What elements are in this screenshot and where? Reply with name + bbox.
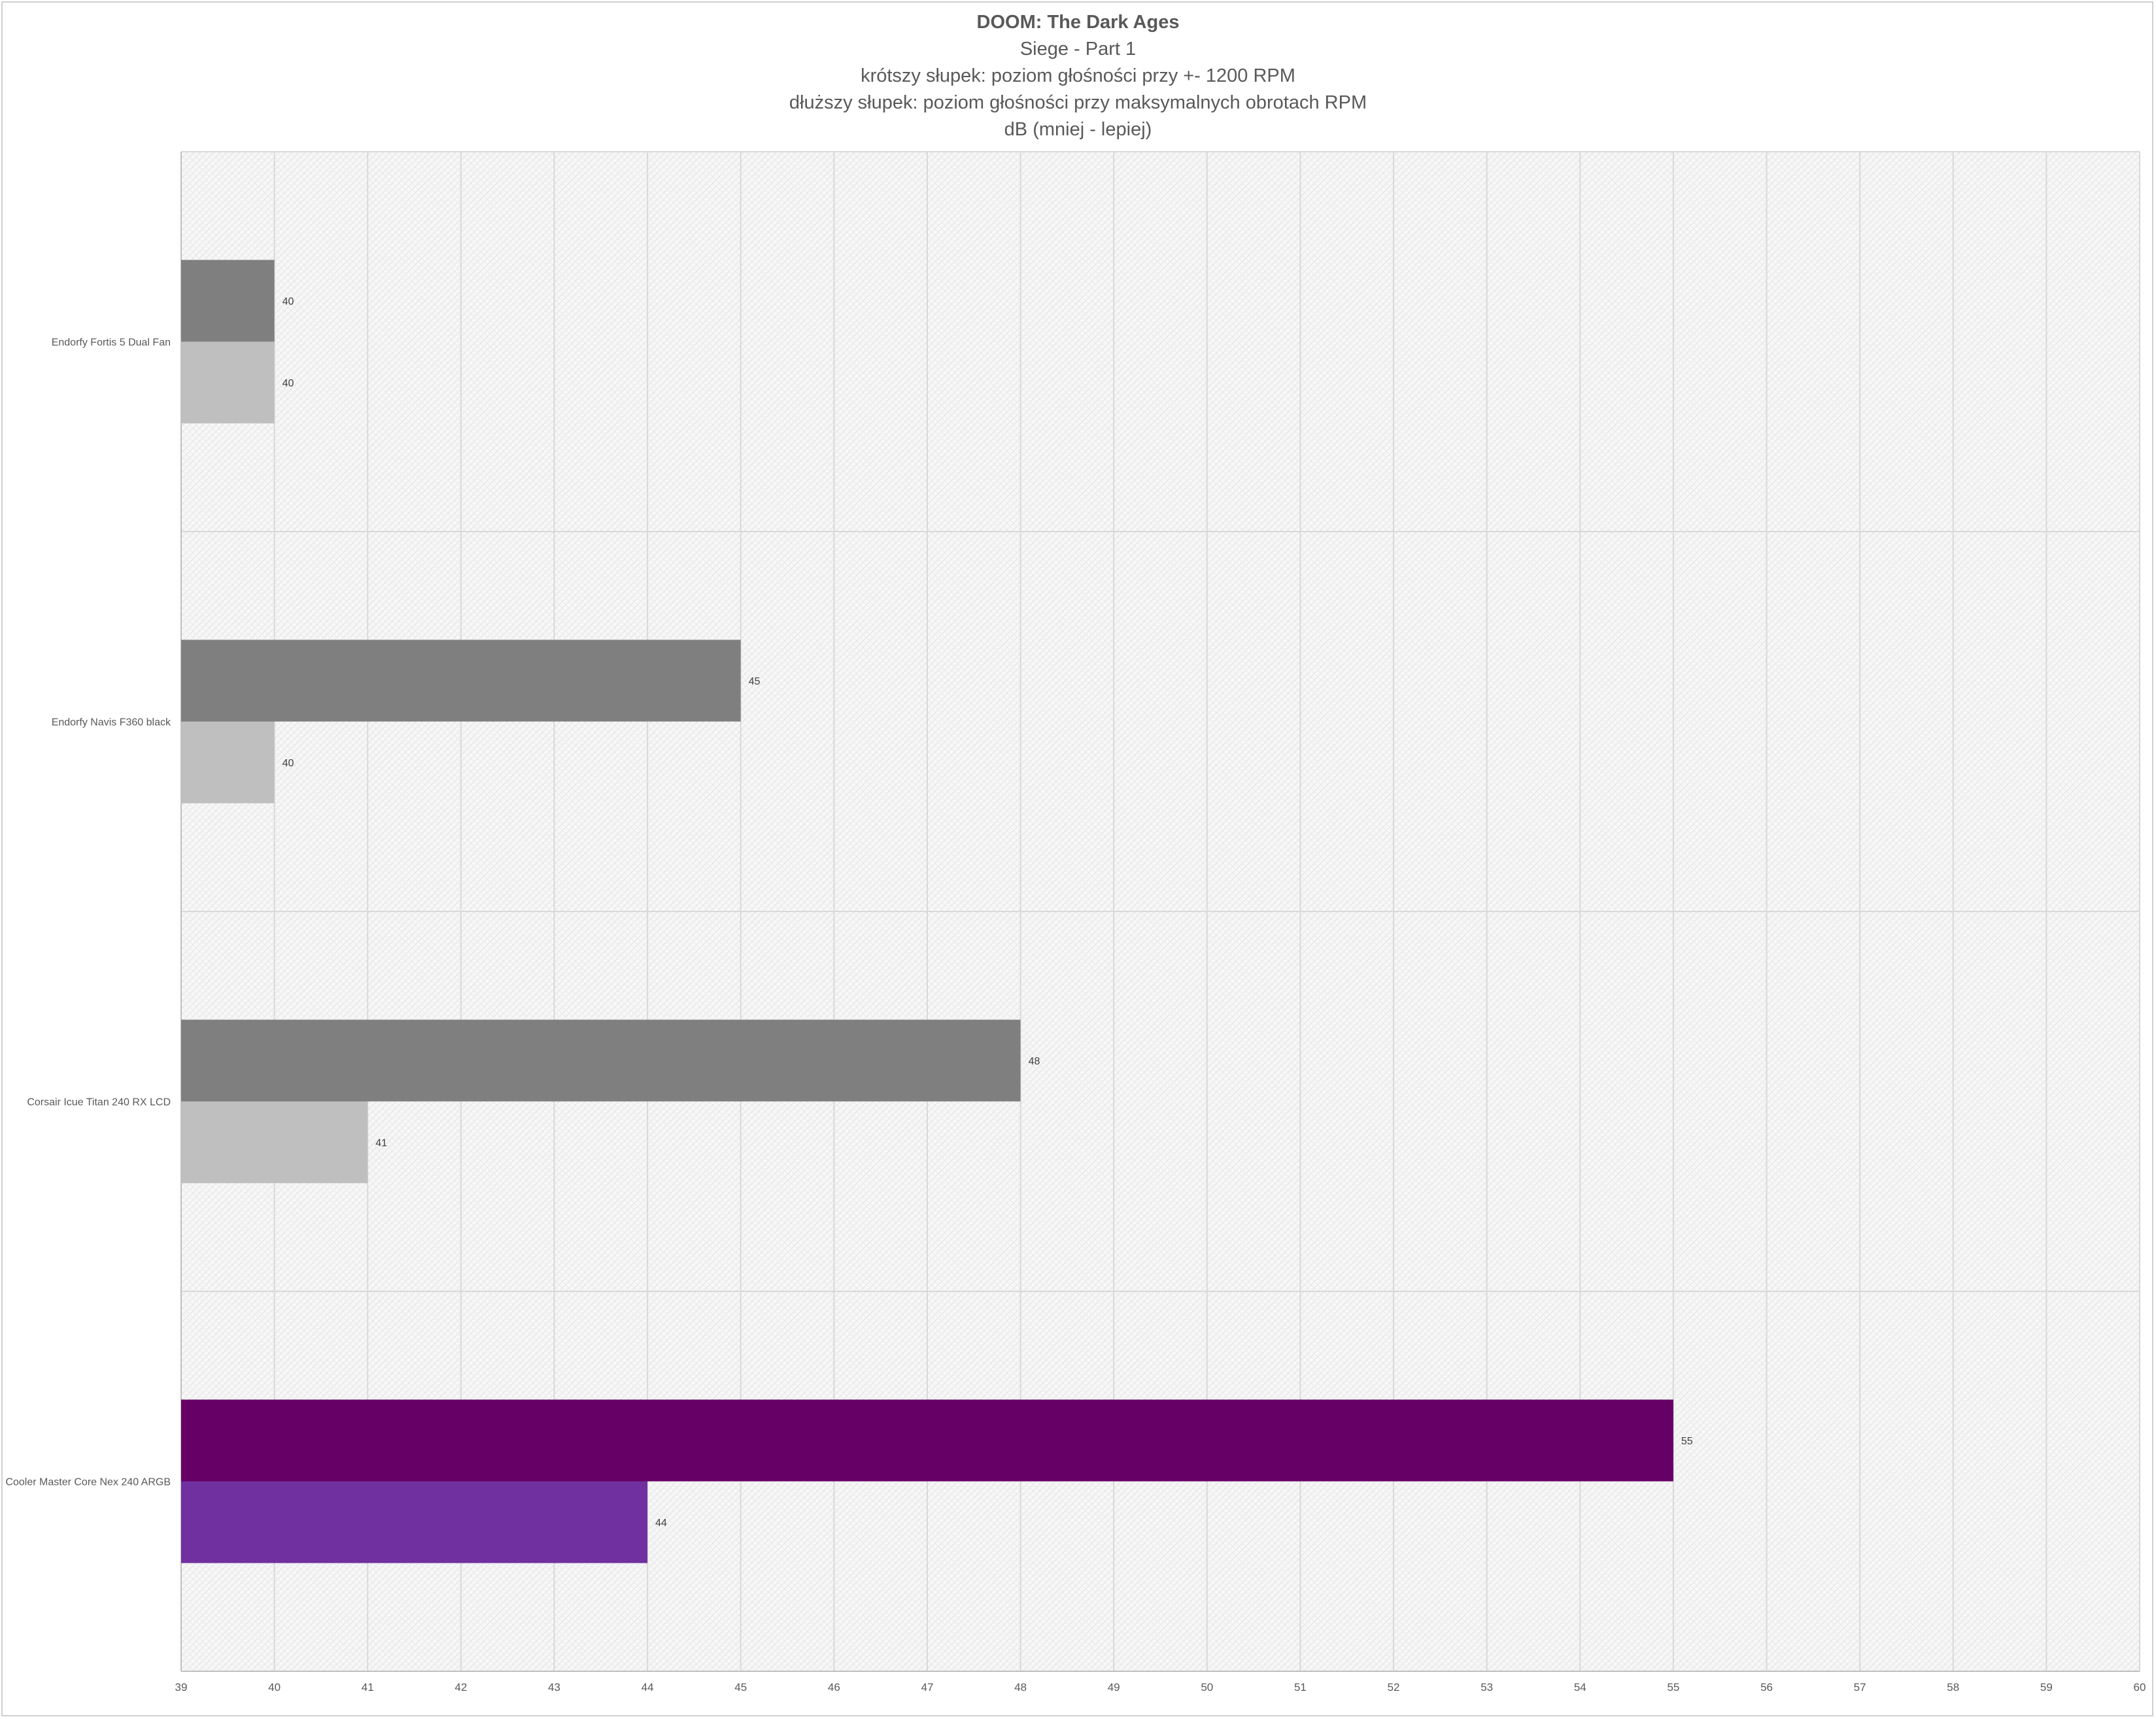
x-tick-label: 48 — [1014, 1681, 1027, 1693]
x-tick-label: 39 — [175, 1681, 188, 1693]
bar-max-rpm — [181, 260, 275, 342]
x-tick-label: 46 — [828, 1681, 840, 1693]
bar-data-label: 44 — [655, 1518, 667, 1529]
chart-subtitle-3: dłuższy słupek: poziom głośności przy ma… — [789, 92, 1367, 113]
chart-subtitle-2: krótszy słupek: poziom głośności przy +-… — [861, 65, 1295, 86]
bar-data-label: 41 — [375, 1138, 387, 1149]
grid-layer — [180, 151, 2140, 1672]
chart-subtitle-4: dB (mniej - lepiej) — [1004, 119, 1152, 140]
bar-data-label: 40 — [282, 378, 294, 389]
bar-1200-rpm — [181, 721, 275, 804]
x-tick-label: 56 — [1760, 1681, 1773, 1693]
x-tick-label: 59 — [2040, 1681, 2053, 1693]
x-tick-label: 43 — [548, 1681, 560, 1693]
x-tick-label: 53 — [1480, 1681, 1493, 1693]
chart-title: DOOM: The Dark Ages — [976, 12, 1180, 33]
bar-max-rpm — [181, 1019, 1021, 1102]
x-tick-label: 58 — [1947, 1681, 1959, 1693]
chart-subtitle-1: Siege - Part 1 — [1019, 39, 1137, 60]
bar-max-rpm — [181, 639, 741, 722]
x-tick-label: 51 — [1294, 1681, 1307, 1693]
bar-layer — [181, 260, 1673, 1563]
bar-data-label: 45 — [749, 676, 761, 687]
y-category-label: Endorfy Fortis 5 Dual Fan — [52, 337, 171, 349]
label-layer: 39 40 41 42 43 44 45 46 47 48 49 50 51 52 53 54 55 56 57 58… — [5, 296, 2146, 1693]
x-tick-label: 44 — [642, 1681, 654, 1693]
x-tick-label: 54 — [1574, 1681, 1586, 1693]
bar-1200-rpm — [181, 1481, 648, 1563]
y-category-label: Endorfy Navis F360 black — [52, 717, 171, 728]
x-tick-label: 45 — [734, 1681, 747, 1693]
x-tick-label: 57 — [1854, 1681, 1866, 1693]
y-category-label: Cooler Master Core Nex 240 ARGB — [5, 1477, 171, 1488]
bar-1200-rpm — [181, 341, 275, 424]
x-tick-label: 41 — [362, 1681, 374, 1693]
bar-data-label: 40 — [282, 296, 294, 307]
x-tick-label: 50 — [1201, 1681, 1213, 1693]
bar-data-label: 40 — [282, 758, 294, 769]
x-tick-label: 49 — [1108, 1681, 1120, 1693]
bar-1200-rpm — [181, 1101, 368, 1183]
x-tick-label: 52 — [1388, 1681, 1400, 1693]
bar-max-rpm — [181, 1399, 1673, 1482]
x-tick-label: 55 — [1667, 1681, 1679, 1693]
chart-titles: DOOM: The Dark Ages Siege - Part 1 króts… — [0, 9, 2156, 143]
y-category-label: Corsair Icue Titan 240 RX LCD — [27, 1097, 171, 1108]
x-tick-label: 60 — [2134, 1681, 2146, 1693]
x-tick-label: 42 — [454, 1681, 467, 1693]
bar-data-label: 48 — [1029, 1056, 1040, 1067]
x-tick-label: 40 — [268, 1681, 281, 1693]
bar-data-label: 55 — [1681, 1436, 1693, 1447]
x-tick-label: 47 — [921, 1681, 933, 1693]
